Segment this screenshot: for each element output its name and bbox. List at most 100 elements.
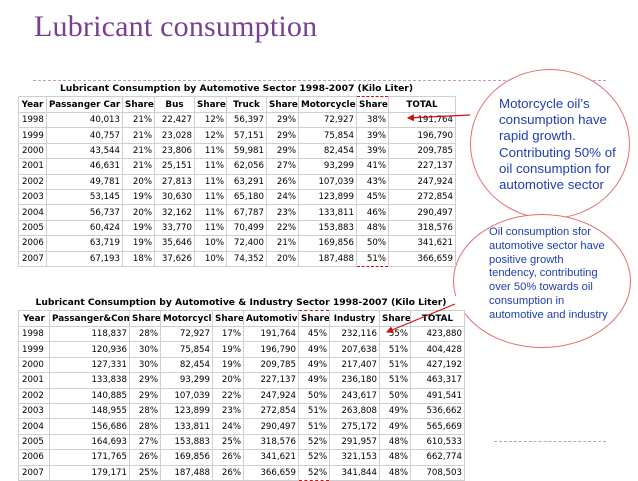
table-cell: 291,957 — [329, 433, 380, 451]
table-cell: 20% — [212, 372, 244, 389]
table-cell: 48% — [379, 464, 411, 481]
table-cell: 610,533 — [410, 433, 465, 451]
table-cell: 29% — [129, 372, 161, 389]
table-cell: 18% — [122, 250, 155, 267]
table-cell: 423,880 — [410, 325, 465, 343]
table-cell: 51% — [379, 341, 411, 358]
table-row: 2002 140,885 29% 107,039 22% 247,924 50% 243,61… — [18, 387, 465, 404]
table-cell: 171,765 — [49, 449, 130, 466]
table-cell: 272,854 — [243, 402, 299, 420]
table-cell: 187,488 — [298, 250, 357, 267]
table-cell: 427,192 — [410, 356, 465, 374]
table-cell: 11% — [194, 219, 227, 237]
column-header: Bus — [154, 96, 195, 113]
table-cell: 82,454 — [298, 142, 357, 160]
table-cell: 29% — [129, 387, 161, 404]
table-cell: 49% — [298, 341, 330, 358]
table-cell: 227,137 — [388, 158, 456, 175]
table-cell: 290,497 — [243, 418, 299, 435]
table-cell: 21% — [122, 127, 155, 144]
table-cell: 272,854 — [388, 188, 456, 206]
column-header: Share — [212, 310, 244, 327]
table-cell: 2006 — [18, 235, 47, 252]
table-row: 2000 127,331 30% 82,454 19% 209,785 49% 217,407… — [18, 356, 465, 374]
table-cell: 93,299 — [160, 372, 213, 389]
table-cell: 32,162 — [154, 204, 195, 221]
table-cell: 72,927 — [160, 325, 213, 343]
table-cell: 118,837 — [49, 325, 130, 343]
table-cell: 2003 — [18, 402, 50, 420]
table-cell: 35,646 — [154, 235, 195, 252]
table-cell: 2007 — [18, 250, 47, 267]
table-title: Lubricant Consumption by Automotive & In… — [35, 297, 447, 308]
table-cell: 33,770 — [154, 219, 195, 237]
callout-line: rapid growth. — [499, 128, 576, 144]
table-cell: 227,137 — [243, 372, 299, 389]
table-row: 1998 40,013 21% 22,427 12% 56,397 29% 72,927 38%… — [18, 111, 456, 129]
table-cell: 52% — [298, 433, 330, 451]
table-cell: 23,028 — [154, 127, 195, 144]
table-cell: 148,955 — [49, 402, 130, 420]
table-cell: 196,790 — [388, 127, 456, 144]
table-cell: 19% — [212, 341, 244, 358]
callout-line: automotive and industry — [489, 308, 608, 321]
table-cell: 11% — [194, 188, 227, 206]
table-cell: 29% — [266, 142, 299, 160]
table-cell: 565,669 — [410, 418, 465, 435]
table-cell: 11% — [194, 142, 227, 160]
callout-text-automotive: Oil consumption sfor automotive sector h… — [489, 226, 608, 323]
table-cell: 40,757 — [46, 127, 123, 144]
callout-line: consumption in — [489, 294, 565, 307]
column-header: Automotive — [243, 310, 299, 327]
table-cell: 43% — [356, 173, 389, 190]
table-cell: 164,693 — [49, 433, 130, 451]
callout-line: Motorcycle oil’s — [499, 96, 590, 111]
table-cell: 60,424 — [46, 219, 123, 237]
table-row: 2004 156,686 28% 133,811 24% 290,497 51% 275,17… — [18, 418, 465, 435]
table-cell: 28% — [129, 418, 161, 435]
table-cell: 50% — [356, 235, 389, 252]
column-header: Truck — [226, 96, 267, 113]
table-cell: 2007 — [18, 464, 50, 481]
table-cell: 236,180 — [329, 372, 380, 389]
table-cell: 52% — [298, 464, 330, 481]
table-cell: 39% — [356, 127, 389, 144]
table-cell: 49,781 — [46, 173, 123, 190]
table-cell: 2004 — [18, 204, 47, 221]
table-cell: 56,397 — [226, 111, 267, 129]
table-cell: 49% — [298, 356, 330, 374]
table-cell: 62,056 — [226, 158, 267, 175]
column-header: Motorcycle — [298, 96, 357, 113]
table-title: Lubricant Consumption by Automotive Sect… — [59, 83, 414, 94]
table-cell: 133,811 — [298, 204, 357, 221]
table-cell: 1998 — [18, 325, 50, 343]
table-cell: 275,172 — [329, 418, 380, 435]
table-cell: 30% — [129, 341, 161, 358]
table-cell: 187,488 — [160, 464, 213, 481]
table-cell: 19% — [212, 356, 244, 374]
table-cell: 25,151 — [154, 158, 195, 175]
table-cell: 27,813 — [154, 173, 195, 190]
table-cell: 11% — [194, 173, 227, 190]
table-cell: 27% — [266, 158, 299, 175]
table-cell: 708,503 — [410, 464, 465, 481]
table-cell: 26% — [129, 449, 161, 466]
table-cell: 2003 — [18, 188, 47, 206]
table-cell: 20% — [266, 250, 299, 267]
table-cell: 51% — [298, 418, 330, 435]
table-cell: 491,541 — [410, 387, 465, 404]
table-cell: 19% — [122, 219, 155, 237]
table-cell: 59,981 — [226, 142, 267, 160]
table-row: 2007 179,171 25% 187,488 26% 366,659 52% 341,84… — [18, 464, 465, 481]
table-cell: 263,808 — [329, 402, 380, 420]
callout-line: oil consumption for — [499, 160, 611, 176]
table-cell: 2005 — [18, 433, 50, 451]
table-row: 2001 133,838 29% 93,299 20% 227,137 49% 236,180… — [18, 372, 465, 389]
table-cell: 11% — [194, 204, 227, 221]
table-cell: 2004 — [18, 418, 50, 435]
callout-line: positive growth — [489, 253, 564, 266]
bottom-divider — [494, 441, 606, 442]
column-header: Year — [18, 310, 50, 327]
column-header: Share — [266, 96, 299, 113]
table-cell: 2002 — [18, 173, 47, 190]
